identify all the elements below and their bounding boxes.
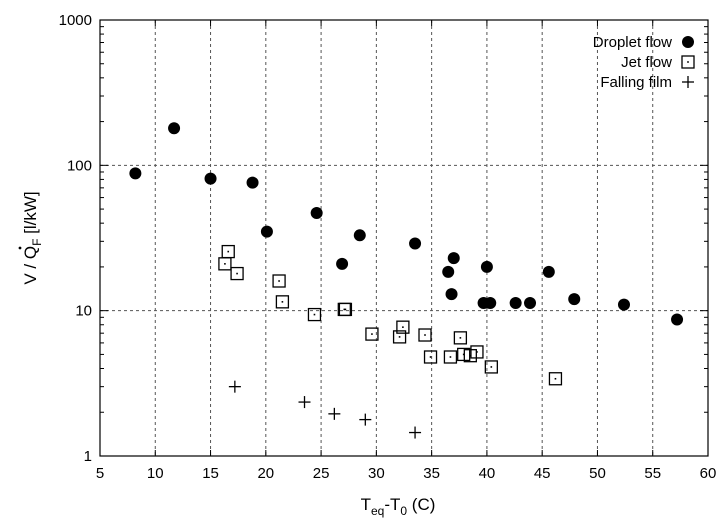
point-falling-film <box>228 380 241 393</box>
point-droplet-flow <box>204 172 217 185</box>
legend-label: Droplet flow <box>593 34 672 51</box>
x-tick-label: 5 <box>96 465 104 482</box>
x-axis-label: Teq-T0 (C) <box>361 495 436 518</box>
point-jet-flow <box>443 350 458 364</box>
x-tick-label: 40 <box>479 465 496 482</box>
point-jet-flow <box>218 257 232 271</box>
point-falling-film <box>359 413 372 426</box>
point-jet-flow <box>275 295 290 309</box>
data-series <box>129 122 684 439</box>
x-tick-label: 15 <box>202 465 219 482</box>
point-falling-film <box>409 426 422 439</box>
legend-item-falling-film: Falling film <box>600 74 694 91</box>
point-droplet-flow <box>568 293 581 306</box>
point-jet-flow <box>230 266 244 281</box>
point-jet-flow <box>470 345 484 359</box>
x-tick-label: 60 <box>700 465 717 482</box>
svg-text:V / QF [l/kW]: V / QF [l/kW] <box>21 191 44 284</box>
point-jet-flow <box>365 327 379 341</box>
point-jet-flow <box>221 244 235 259</box>
legend: Droplet flow Jet flow Falling film <box>593 34 695 91</box>
plot-frame <box>99 19 709 457</box>
point-jet-flow <box>484 360 498 374</box>
point-droplet-flow <box>617 298 630 311</box>
point-droplet-flow <box>671 313 684 326</box>
point-falling-film <box>328 407 341 420</box>
x-tick-label: 30 <box>368 465 385 482</box>
legend-item-jet-flow: Jet flow <box>621 54 695 71</box>
point-droplet-flow <box>409 237 422 250</box>
legend-label: Jet flow <box>621 54 672 71</box>
y-axis-label: V / QF [l/kW] <box>18 191 44 285</box>
y-tick-label: 100 <box>67 157 92 174</box>
point-droplet-flow <box>353 229 366 242</box>
point-droplet-flow <box>447 252 460 265</box>
point-jet-flow <box>337 302 351 317</box>
x-tick-label: 25 <box>313 465 330 482</box>
series-jet-flow <box>218 244 563 386</box>
point-droplet-flow <box>509 296 522 309</box>
legend-marker-jet-flow <box>681 55 695 69</box>
y-tick-label: 1000 <box>59 12 92 29</box>
point-jet-flow <box>338 302 353 317</box>
point-jet-flow <box>418 328 432 342</box>
legend-label: Falling film <box>600 74 672 91</box>
point-jet-flow <box>453 331 468 345</box>
series-droplet-flow <box>129 122 684 326</box>
point-droplet-flow <box>484 296 497 309</box>
legend-marker-falling-film <box>682 76 694 88</box>
x-tick-label: 35 <box>423 465 440 482</box>
point-falling-film <box>298 396 311 409</box>
point-droplet-flow <box>310 206 323 219</box>
point-droplet-flow <box>260 225 273 238</box>
y-axis-ticks: 1 10 100 1000 <box>59 12 708 465</box>
x-axis-ticks: 5 10 15 20 25 30 35 40 45 50 55 60 <box>96 20 717 482</box>
point-droplet-flow <box>524 296 537 309</box>
x-tick-label: 55 <box>644 465 661 482</box>
point-droplet-flow <box>542 265 555 278</box>
point-jet-flow <box>396 320 410 334</box>
point-droplet-flow <box>445 288 458 301</box>
y-tick-label: 10 <box>75 303 92 320</box>
x-tick-label: 20 <box>257 465 274 482</box>
point-jet-flow <box>307 307 322 322</box>
legend-marker-droplet-flow <box>682 36 694 48</box>
point-jet-flow <box>392 330 407 344</box>
point-droplet-flow <box>480 260 493 273</box>
point-jet-flow <box>548 372 563 386</box>
x-tick-label: 45 <box>534 465 551 482</box>
point-droplet-flow <box>442 265 455 278</box>
point-jet-flow <box>423 350 438 364</box>
grid <box>100 20 708 456</box>
x-tick-label: 50 <box>589 465 606 482</box>
point-droplet-flow <box>168 122 181 135</box>
x-tick-label: 10 <box>147 465 164 482</box>
legend-item-droplet-flow: Droplet flow <box>593 34 694 51</box>
series-falling-film <box>228 380 422 439</box>
point-droplet-flow <box>129 167 142 180</box>
point-jet-flow <box>272 274 286 288</box>
point-droplet-flow <box>336 257 349 270</box>
y-tick-label: 1 <box>84 448 92 465</box>
point-droplet-flow <box>246 176 259 189</box>
